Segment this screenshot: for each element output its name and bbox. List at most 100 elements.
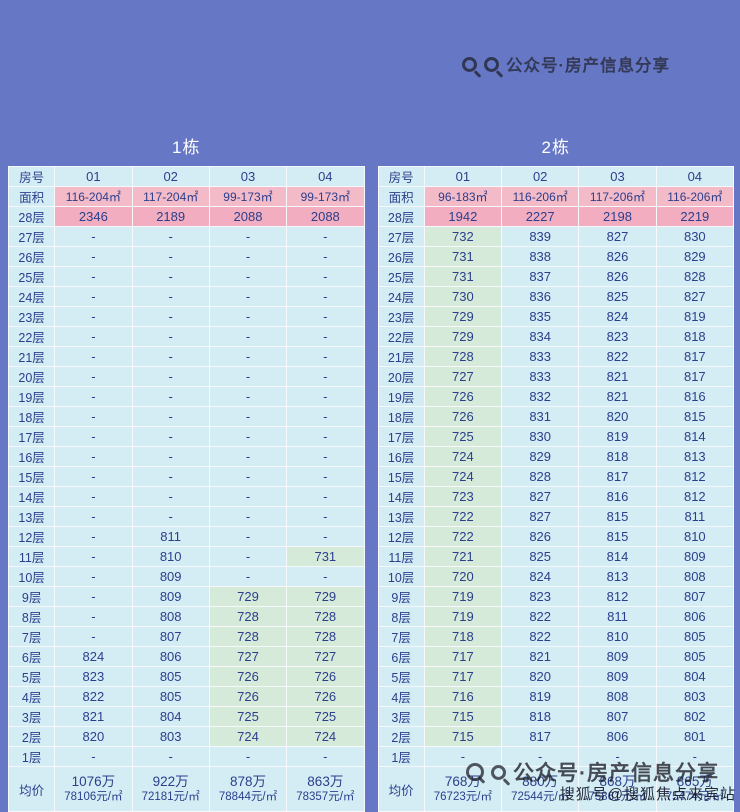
price-cell: 724 [423, 446, 503, 467]
price-cell: 827 [501, 486, 580, 507]
price-cell: 731 [286, 546, 365, 567]
floor-row: 23层 729 835 824 819 [377, 306, 735, 327]
price-cell: 812 [655, 466, 735, 487]
price-cell: 828 [501, 466, 580, 487]
price-cell: 823 [54, 666, 133, 687]
price-cell: 822 [501, 606, 580, 627]
price-cell: - [208, 746, 288, 767]
price-cell: 731 [423, 266, 503, 287]
watermark-text: 公众号·房产信息分享 [506, 57, 670, 75]
price-cell: 809 [655, 546, 735, 567]
header-row: 房号 01 02 03 04 [7, 166, 365, 187]
price-cell: 810 [578, 626, 657, 647]
price-cell: 728 [286, 606, 365, 627]
price-cell: 817 [578, 466, 657, 487]
price-cell: 827 [655, 286, 735, 307]
average-unit: 75474元/㎡ [665, 791, 724, 804]
price-cell: 729 [286, 586, 365, 607]
price-cell: 820 [578, 406, 657, 427]
price-cell: - [208, 366, 288, 387]
price-cell: - [208, 446, 288, 467]
price-cell: 807 [655, 586, 735, 607]
price-cell: - [54, 586, 133, 607]
price-cell: 807 [131, 626, 210, 647]
price-cell: - [655, 746, 735, 767]
price-cell: - [286, 266, 365, 287]
floor-row: 18层 - - - - [7, 406, 365, 427]
price-cell: 2088 [208, 206, 288, 227]
price-cell: 730 [423, 286, 503, 307]
floor-row: 6层 717 821 809 805 [377, 646, 735, 667]
average-row: 均价 1076万 78106元/㎡ 922万 72181元/㎡ 878万 78844元/㎡ 8… [7, 766, 365, 812]
price-cell: 806 [578, 726, 657, 747]
floor-row: 14层 723 827 816 812 [377, 486, 735, 507]
column-header: 04 [286, 166, 365, 187]
floor-label: 22层 [377, 326, 425, 347]
price-cell: - [54, 566, 133, 587]
price-cell: - [208, 326, 288, 347]
price-cell: 806 [655, 606, 735, 627]
price-cell: 804 [655, 666, 735, 687]
price-cell: 817 [655, 346, 735, 367]
price-cell: 809 [131, 566, 210, 587]
floor-row: 17层 - - - - [7, 426, 365, 447]
area-label: 面积 [7, 186, 56, 207]
floor-label: 8层 [377, 606, 425, 627]
floor-label: 26层 [7, 246, 56, 267]
floor-row: 26层 731 838 826 829 [377, 246, 735, 267]
price-cell: 721 [423, 546, 503, 567]
price-cell: 726 [208, 686, 288, 707]
price-cell: 811 [655, 506, 735, 527]
price-cell: - [131, 346, 210, 367]
price-cell: 808 [578, 686, 657, 707]
price-cell: 832 [501, 386, 580, 407]
price-tables: 1栋 房号 01 02 03 04 面积 116-204㎡ 117-204㎡ 99-173㎡ 99… [7, 134, 735, 812]
floor-row: 27层 - - - - [7, 226, 365, 247]
price-cell: - [286, 426, 365, 447]
watermark-top: 公众号·房产信息分享 [462, 52, 670, 76]
price-cell: 824 [54, 646, 133, 667]
average-unit: 78357元/㎡ [296, 791, 355, 804]
average-price: 868万 [599, 773, 636, 789]
floor-label: 26层 [377, 246, 425, 267]
floor-row: 1层 - - - - [377, 746, 735, 767]
price-cell: 805 [131, 666, 210, 687]
price-cell: 2189 [131, 206, 210, 227]
price-cell: 720 [423, 566, 503, 587]
floor-row: 15层 - - - - [7, 466, 365, 487]
price-cell: 816 [655, 386, 735, 407]
floor-label: 14层 [7, 486, 56, 507]
average-price: 922万 [152, 773, 189, 789]
floor-label: 23层 [377, 306, 425, 327]
price-cell: 833 [501, 346, 580, 367]
price-cell: 2219 [655, 206, 735, 227]
price-cell: - [208, 246, 288, 267]
price-cell: 817 [655, 366, 735, 387]
floor-label: 4层 [377, 686, 425, 707]
price-cell: - [54, 486, 133, 507]
price-cell: 727 [208, 646, 288, 667]
price-cell: 812 [655, 486, 735, 507]
price-cell: - [131, 246, 210, 267]
price-cell: - [54, 606, 133, 627]
average-price: 863万 [307, 773, 344, 789]
price-cell: - [286, 526, 365, 547]
price-cell: 803 [131, 726, 210, 747]
price-cell: - [208, 406, 288, 427]
floor-label: 1层 [7, 746, 56, 767]
price-cell: - [286, 326, 365, 347]
price-cell: 728 [208, 626, 288, 647]
price-cell: 826 [578, 266, 657, 287]
floor-label: 27层 [7, 226, 56, 247]
price-cell: - [54, 306, 133, 327]
price-cell: - [208, 386, 288, 407]
building-2-price-grid: 房号 01 02 03 04 面积 96-183㎡ 116-206㎡ 117-206㎡ 116-2… [377, 166, 735, 812]
price-cell: - [131, 426, 210, 447]
price-cell: 824 [501, 566, 580, 587]
price-cell: - [54, 246, 133, 267]
price-cell: 835 [501, 306, 580, 327]
price-cell: 830 [501, 426, 580, 447]
average-unit: 72181元/㎡ [141, 791, 200, 804]
price-cell: - [131, 746, 210, 767]
price-cell: 717 [423, 646, 503, 667]
